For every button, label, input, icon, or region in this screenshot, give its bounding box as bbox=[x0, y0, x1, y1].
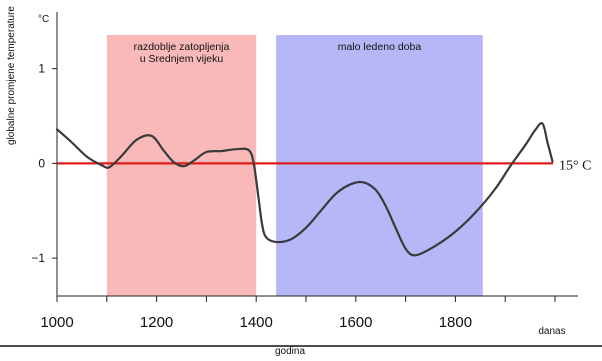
x-tick-label-3: 1600 bbox=[339, 314, 372, 331]
band-0-label-0: razdoblje zatopljenja bbox=[134, 41, 230, 53]
bands-layer bbox=[106, 35, 483, 296]
x-tick-label-0: 1000 bbox=[40, 314, 73, 331]
y-tick-label-2: −1 bbox=[31, 251, 45, 265]
band-0-label-1: u Srednjem vijeku bbox=[140, 53, 224, 65]
x-tick-label-4: 1800 bbox=[439, 314, 472, 331]
x-tick-label-2: 1400 bbox=[240, 314, 273, 331]
y-unit-label: °C bbox=[38, 14, 49, 25]
y-axis-title: globalne promjene temperature bbox=[6, 6, 17, 145]
y-tick-label-1: 0 bbox=[38, 156, 45, 170]
axes-layer bbox=[0, 12, 602, 347]
reference-line-label: 15° C bbox=[559, 158, 591, 173]
band-1 bbox=[276, 35, 483, 296]
x-axis-title: godina bbox=[275, 346, 305, 357]
x-end-label: danas bbox=[538, 326, 565, 337]
y-tick-label-0: 1 bbox=[38, 62, 45, 76]
series-layer bbox=[55, 122, 554, 257]
x-tick-label-1: 1200 bbox=[140, 314, 173, 331]
temperature-series-line-0 bbox=[55, 122, 554, 257]
band-1-label-0: malo ledeno doba bbox=[338, 41, 422, 53]
